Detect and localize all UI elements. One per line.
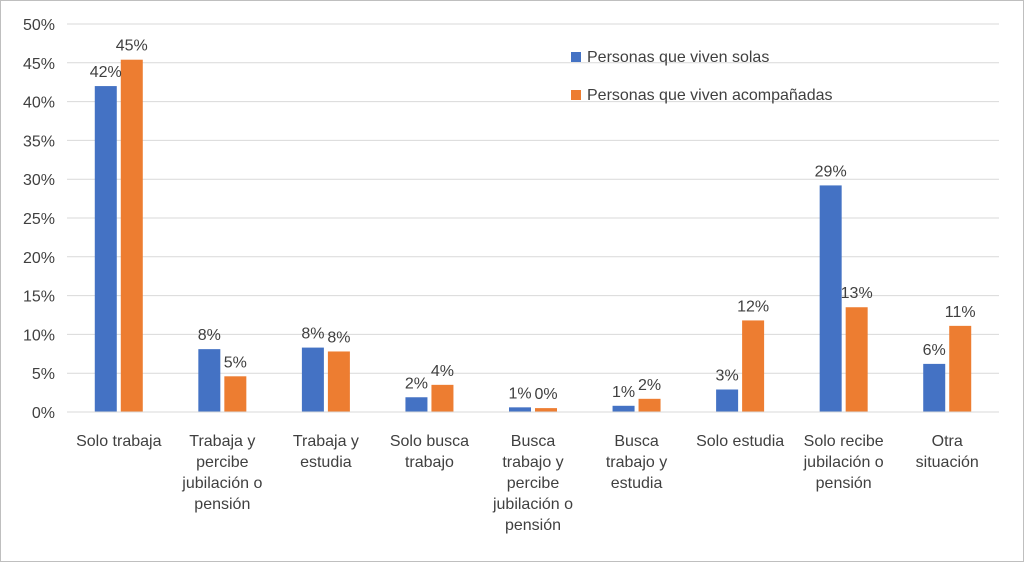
y-tick-label: 40% (23, 95, 55, 112)
bar (742, 320, 765, 412)
x-tick-label-line: Solo recibe (804, 433, 884, 450)
bar (535, 408, 557, 412)
bar (301, 347, 324, 412)
x-tick-label-line: Solo busca (390, 433, 469, 450)
data-label: 5% (224, 354, 247, 371)
y-tick-label: 45% (23, 56, 55, 73)
y-tick-label: 30% (23, 172, 55, 189)
x-tick-label: Solo trabaja (76, 433, 161, 450)
bar (845, 307, 868, 412)
x-tick-label: Solo estudia (696, 433, 784, 450)
x-tick-label: Solo busca trabajo (390, 433, 469, 471)
data-label: 8% (327, 329, 350, 346)
data-label: 6% (923, 342, 946, 359)
x-tick-label-line: Solo estudia (696, 433, 784, 450)
x-tick-label-line: Solo trabaja (76, 433, 161, 450)
x-tick-label-line: jubilación o (181, 475, 262, 492)
x-tick-label: Trabaja y percibe jubilación o pensión (181, 433, 262, 513)
x-tick-label: Trabaja y estudia (293, 433, 359, 471)
y-tick-label: 0% (32, 405, 55, 422)
category-labels: Solo trabaja Trabaja y percibe jubilación o… (76, 433, 979, 534)
legend-label: Personas que viven acompañadas (587, 87, 833, 104)
x-tick-label-line: estudia (300, 454, 352, 471)
y-axis-ticks: 0% 5% 10% 15% 20% 25% 30% 35% 40% 45% 50% (23, 17, 55, 422)
bar (405, 397, 428, 412)
y-tick-label: 15% (23, 289, 55, 306)
data-label: 2% (638, 377, 661, 394)
data-label: 11% (945, 304, 976, 321)
x-tick-label: Otra situación (916, 433, 979, 471)
data-label: 0% (534, 386, 557, 403)
bar (638, 398, 661, 412)
gridlines (67, 23, 999, 374)
data-label: 45% (116, 38, 148, 55)
data-label: 1% (508, 385, 531, 402)
bar (612, 405, 635, 412)
x-tick-label-line: pensión (194, 496, 250, 513)
data-label: 8% (198, 327, 221, 344)
x-tick-label-line: trabajo y (606, 454, 667, 471)
legend: Personas que viven solas Personas que viv… (571, 49, 833, 104)
legend-swatch (571, 52, 581, 62)
x-tick-label-line: jubilación o (803, 454, 884, 471)
bar (224, 376, 247, 412)
legend-swatch (571, 90, 581, 100)
data-label: 4% (431, 363, 454, 380)
data-label: 13% (841, 285, 873, 302)
y-tick-label: 20% (23, 250, 55, 267)
bar (327, 351, 350, 412)
x-tick-label-line: situación (916, 454, 979, 471)
data-label: 42% (90, 64, 122, 81)
data-label: 8% (301, 326, 324, 343)
x-tick-label-line: percibe (507, 475, 560, 492)
bar (120, 59, 143, 413)
x-tick-label-line: pensión (505, 517, 561, 534)
bar (819, 185, 842, 412)
x-tick-label-line: Trabaja y (189, 433, 255, 450)
x-tick-label: Busca trabajo y estudia (606, 433, 667, 492)
y-tick-label: 35% (23, 133, 55, 150)
x-tick-label-line: estudia (611, 475, 663, 492)
bar (509, 407, 531, 412)
data-label: 29% (815, 163, 847, 180)
x-tick-label-line: Busca (511, 433, 556, 450)
bar (94, 86, 117, 412)
bar (431, 384, 454, 412)
y-tick-label: 10% (23, 327, 55, 344)
x-tick-label-line: Otra (932, 433, 963, 450)
x-tick-label-line: trabajo (405, 454, 454, 471)
bar (923, 363, 946, 412)
data-label: 1% (612, 384, 635, 401)
x-tick-label-line: pensión (816, 475, 872, 492)
y-tick-label: 50% (23, 17, 55, 34)
data-labels: 42%45%8%5%8% 8%2%4%1% 0% 1% 2%3%12%29%13%6%1… (90, 38, 976, 403)
x-tick-label-line: trabajo y (502, 454, 563, 471)
data-label: 12% (737, 298, 769, 315)
bar (198, 349, 221, 412)
y-tick-label: 5% (32, 366, 55, 383)
bar (716, 389, 739, 412)
data-label: 3% (716, 367, 739, 384)
data-label: 2% (405, 375, 428, 392)
x-tick-label-line: percibe (196, 454, 249, 471)
x-tick-label: Busca trabajo y percibe jubilación o pensión (492, 433, 573, 534)
x-tick-label-line: Busca (614, 433, 659, 450)
x-tick-label: Solo recibe jubilación o pensión (803, 433, 884, 492)
x-tick-label-line: Trabaja y (293, 433, 359, 450)
y-tick-label: 25% (23, 211, 55, 228)
legend-label: Personas que viven solas (587, 49, 769, 66)
x-tick-label-line: jubilación o (492, 496, 573, 513)
bar (949, 325, 972, 412)
bars (94, 59, 972, 413)
